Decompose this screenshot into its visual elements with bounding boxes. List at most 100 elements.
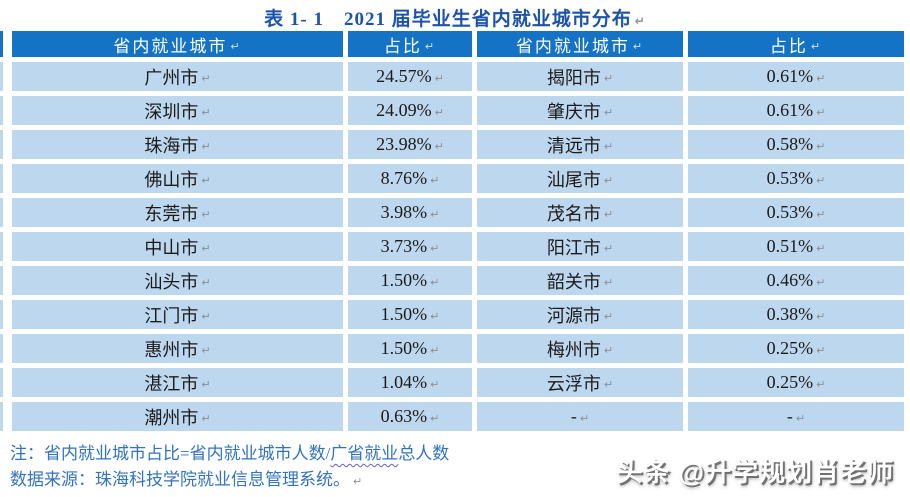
cell-value: 0.46% — [766, 270, 814, 290]
table-left-edge-cell — [0, 334, 3, 363]
end-of-cell-mark: ↵ — [632, 39, 645, 53]
end-of-cell-mark: ↵ — [795, 412, 806, 425]
cell-value: 1.50% — [380, 338, 428, 358]
end-of-cell-mark: ↵ — [201, 242, 211, 255]
end-of-cell-mark: ↵ — [430, 276, 440, 289]
percent-cell: 0.25% ↵ — [688, 334, 904, 363]
percent-cell: 1.50% ↵ — [348, 300, 472, 329]
note-formula-spellcheck-word: 广省就业 — [330, 444, 399, 463]
cell-value: - — [786, 406, 793, 426]
end-of-cell-mark: ↵ — [230, 39, 242, 53]
city-cell: 梅州市 ↵ — [477, 334, 683, 363]
cell-value: 云浮市 — [546, 373, 601, 394]
percent-cell: - ↵ — [688, 402, 904, 431]
header-text: 占比 — [383, 36, 422, 56]
cell-value: 珠海市 — [144, 135, 199, 156]
table-title: 表 1- 1 2021 届毕业生省内就业城市分布 ↵ — [0, 0, 910, 31]
percent-cell: 1.50% ↵ — [348, 334, 472, 363]
cell-value: 中山市 — [144, 237, 199, 258]
end-of-cell-mark: ↵ — [816, 208, 826, 221]
end-of-cell-mark: ↵ — [201, 208, 211, 221]
end-of-cell-mark: ↵ — [603, 310, 614, 323]
end-of-cell-mark: ↵ — [430, 378, 440, 391]
percent-cell: 0.46% ↵ — [688, 266, 904, 295]
end-of-cell-mark: ↵ — [603, 174, 614, 187]
city-cell: 江门市 ↵ — [12, 300, 343, 329]
end-of-cell-mark: ↵ — [816, 72, 826, 85]
table-left-edge-cell — [0, 266, 3, 295]
end-of-cell-mark: ↵ — [201, 174, 211, 187]
employment-table: 省内就业城市 ↵ 占比 ↵ 省内就业城市 ↵ 占比 ↵ 广州市 ↵ 24.57% ↵ 揭阳市 ↵ 0… — [0, 31, 904, 431]
table-grid: 省内就业城市 ↵ 占比 ↵ 省内就业城市 ↵ 占比 ↵ 广州市 ↵ 24.57% ↵ 揭阳市 ↵ 0… — [12, 31, 904, 431]
city-cell: - ↵ — [477, 402, 683, 431]
city-cell: 清远市 ↵ — [477, 130, 683, 159]
cell-value: 24.09% — [376, 100, 432, 120]
note-formula-suffix: 总人数 — [398, 444, 450, 463]
cell-value: 惠州市 — [144, 339, 199, 360]
cell-value: 湛江市 — [144, 373, 199, 394]
end-of-cell-mark: ↵ — [816, 276, 826, 289]
end-of-cell-mark: ↵ — [603, 242, 614, 255]
percent-cell: 0.25% ↵ — [688, 368, 904, 397]
end-of-cell-mark: ↵ — [201, 344, 211, 357]
percent-cell: 0.61% ↵ — [688, 62, 904, 91]
cell-value: 汕尾市 — [546, 169, 601, 190]
end-of-cell-mark: ↵ — [434, 140, 444, 153]
percent-cell: 3.73% ↵ — [348, 232, 472, 261]
end-of-cell-mark: ↵ — [603, 208, 614, 221]
city-cell: 汕尾市 ↵ — [477, 164, 683, 193]
end-of-cell-mark: ↵ — [430, 208, 440, 221]
table-left-edge-cell — [0, 402, 3, 431]
percent-cell: 8.76% ↵ — [348, 164, 472, 193]
table-left-edge-cell — [0, 300, 3, 329]
percent-cell: 23.98% ↵ — [348, 130, 472, 159]
cell-value: 0.51% — [766, 236, 814, 256]
cell-value: 东莞市 — [144, 203, 199, 224]
percent-cell: 0.53% ↵ — [688, 164, 904, 193]
cell-value: 0.38% — [766, 304, 814, 324]
end-of-cell-mark: ↵ — [201, 72, 211, 85]
city-cell: 中山市 ↵ — [12, 232, 343, 261]
percent-cell: 24.57% ↵ — [348, 62, 472, 91]
city-cell: 汕头市 ↵ — [12, 266, 343, 295]
end-of-cell-mark: ↵ — [430, 174, 440, 187]
city-cell: 揭阳市 ↵ — [477, 62, 683, 91]
note-formula-line: 注：省内就业城市占比=省内就业城市人数/广省就业总人数 — [10, 441, 449, 467]
percent-cell: 0.51% ↵ — [688, 232, 904, 261]
table-left-edge-cell — [0, 62, 3, 91]
header-text: 省内就业城市 — [113, 36, 228, 56]
city-cell: 佛山市 ↵ — [12, 164, 343, 193]
table-left-edge-cell — [0, 164, 3, 193]
paragraph-mark-icon: ↵ — [353, 475, 363, 488]
toutiao-watermark: 头条 @升学规划肖老师 — [616, 457, 894, 487]
city-cell: 阳江市 ↵ — [477, 232, 683, 261]
city-cell: 河源市 ↵ — [477, 300, 683, 329]
table-left-edge-cell — [0, 96, 3, 125]
end-of-cell-mark: ↵ — [579, 412, 590, 425]
cell-value: 0.58% — [766, 134, 814, 154]
cell-value: 潮州市 — [144, 407, 199, 428]
cell-value: 24.57% — [376, 66, 432, 86]
end-of-cell-mark: ↵ — [201, 412, 211, 425]
cell-value: 0.53% — [766, 168, 814, 188]
end-of-cell-mark: ↵ — [201, 140, 211, 153]
city-cell: 广州市 ↵ — [12, 62, 343, 91]
cell-value: 韶关市 — [546, 271, 601, 292]
end-of-cell-mark: ↵ — [816, 106, 826, 119]
cell-value: 0.25% — [766, 372, 814, 392]
end-of-cell-mark: ↵ — [603, 106, 614, 119]
city-cell: 珠海市 ↵ — [12, 130, 343, 159]
city-cell: 韶关市 ↵ — [477, 266, 683, 295]
cell-value: 0.63% — [380, 406, 428, 426]
percent-cell: 24.09% ↵ — [348, 96, 472, 125]
note-formula-prefix: 注：省内就业城市占比=省内就业城市人数/ — [10, 444, 331, 463]
paragraph-mark-icon: ↵ — [634, 14, 646, 28]
column-header-city-1: 省内就业城市 ↵ — [12, 31, 343, 57]
column-header-pct-2: 占比 ↵ — [688, 31, 904, 57]
cell-value: 梅州市 — [546, 339, 601, 360]
percent-cell: 3.98% ↵ — [348, 198, 472, 227]
end-of-cell-mark: ↵ — [816, 378, 826, 391]
cell-value: 0.61% — [766, 66, 814, 86]
city-cell: 深圳市 ↵ — [12, 96, 343, 125]
